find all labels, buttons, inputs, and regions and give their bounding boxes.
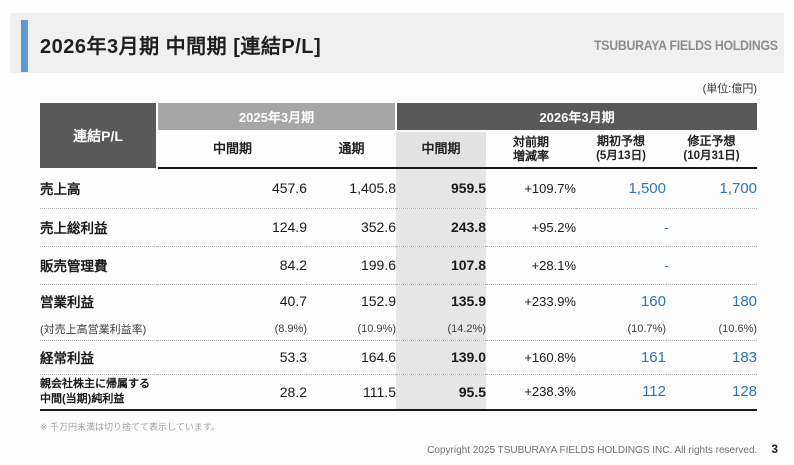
cell-forecast-dash: - [576,246,758,285]
row-operating-margin: (対売上高営業利益率) (8.9%) (10.9%) (14.2%) (10.7… [40,318,758,341]
row-ordinary-profit: 経常利益 53.3 164.6 139.0 +160.8% 161 183 [40,340,758,375]
page-number: 3 [771,442,778,456]
cell-revised-forecast: (10.6%) [666,318,758,341]
cell-fy25-h1: 124.9 [157,208,307,247]
cell-fy25-h1: 53.3 [157,340,307,375]
column-header-row: 中間期 通期 中間期 対前期 増減率 期初予想 (5月13日) 修正予想 (10… [40,131,758,169]
col-header-fy2026-interim: 中間期 [396,131,486,169]
col-header-initial-forecast: 期初予想 (5月13日) [576,131,666,169]
cell-revised-forecast: 183 [666,340,758,375]
pl-table: 連結P/L 2025年3月期 2026年3月期 中間期 通期 中間期 対前期 増… [40,103,758,411]
cell-fy25-full: 199.6 [307,246,396,285]
cell-yoy: +160.8% [486,340,576,375]
cell-yoy: +233.9% [524,293,576,309]
cell-fy25-full: 111.5 [307,374,396,411]
col-header-initial-line2: (5月13日) [596,150,646,163]
cell-fy26-h1: 107.8 [396,246,486,285]
cell-yoy: +109.7% [486,168,576,209]
cell-fy25-full: (10.9%) [307,318,396,341]
row-label: 販売管理費 [40,246,157,285]
cell-fy26-h1: 139.0 [396,340,486,375]
footer-line: Copyright 2025 TSUBURAYA FIELDS HOLDINGS… [427,442,778,456]
cell-fy26-h1: 135.9 [396,284,486,318]
copyright-text: Copyright 2025 TSUBURAYA FIELDS HOLDINGS… [427,445,758,456]
row-label: 営業利益 [40,295,94,311]
col-header-fy2025-full: 通期 [307,131,396,169]
cell-fy26-h1: 95.5 [396,374,486,411]
row-label: (対売上高営業利益率) [40,318,157,341]
page-title: 2026年3月期 中間期 [連結P/L] [40,36,322,58]
cell-forecast-dash: - [576,208,758,247]
unit-note: (単位:億円) [702,83,757,95]
group-header-fy2026: 2026年3月期 [396,103,758,132]
cell-fy25-h1: 40.7 [279,293,307,310]
col-header-initial-line1: 期初予想 [596,134,645,149]
row-label: 経常利益 [40,340,157,375]
company-logo: TSUBURAYA FIELDS HOLDINGS [594,37,778,53]
col-header-yoy-line1: 対前期 [512,134,549,149]
group-header-row: 連結P/L 2025年3月期 2026年3月期 [40,103,758,168]
row-label: 親会社株主に帰属する 中間(当期)純利益 [40,374,157,411]
cell-yoy: +238.3% [486,374,576,411]
cell-initial-forecast: (10.7%) [576,318,666,341]
cell-fy26-h1: (14.2%) [396,318,486,341]
cell-fy26-h1: 959.5 [396,168,486,209]
col-header-revised-line2: (10月31日) [683,150,740,163]
col-header-yoy-line2: 増減率 [512,148,549,163]
col-header-fy2025-interim: 中間期 [157,131,307,169]
cell-initial-forecast: 1,500 [576,168,666,209]
corner-header: 連結P/L [40,103,158,168]
row-sga-expenses: 販売管理費 84.2 199.6 107.8 +28.1% - [40,246,758,285]
row-label-line2: 中間(当期)純利益 [40,392,125,405]
cell-initial-forecast: 160 [640,292,666,310]
cell-fy25-h1: (8.9%) [157,318,307,341]
title-band [10,13,784,73]
row-label: 売上高 [40,168,157,209]
cell-fy25-full: 152.9 [360,293,396,310]
cell-fy25-full: 164.6 [307,340,396,375]
cell-revised-forecast: 180 [732,292,758,310]
cell-yoy [486,318,576,341]
cell-fy25-h1: 28.2 [157,374,307,411]
row-net-income: 親会社株主に帰属する 中間(当期)純利益 28.2 111.5 95.5 +23… [40,374,758,411]
cell-initial-forecast: 112 [576,374,666,411]
cell-fy26-h1: 243.8 [396,208,486,247]
row-label: 売上総利益 [40,208,157,247]
cell-initial-forecast: 161 [576,340,666,375]
cell-fy25-full: 352.6 [307,208,396,247]
col-header-revised-forecast: 修正予想 (10月31日) [666,131,758,169]
row-gross-profit: 売上総利益 124.9 352.6 243.8 +95.2% - [40,208,758,247]
footnote: ※ 千万円未満は切り捨てて表示しています。 [40,422,220,432]
cell-yoy: +28.1% [486,246,576,285]
cell-fy25-h1: 84.2 [157,246,307,285]
cell-revised-forecast: 1,700 [666,168,758,209]
row-operating-profit: 営業利益 40.7 152.9 135.9 +233.9% 160 180 [40,284,757,318]
cell-yoy: +95.2% [486,208,576,247]
cell-fy25-h1: 457.6 [157,168,307,209]
row-net-sales: 売上高 457.6 1,405.8 959.5 +109.7% 1,500 1,… [40,168,758,209]
col-header-revised-line1: 修正予想 [687,134,736,149]
cell-revised-forecast: 128 [666,374,758,411]
row-label-line1: 親会社株主に帰属する [40,378,150,391]
col-header-yoy: 対前期 増減率 [486,131,576,169]
cell-fy25-full: 1,405.8 [307,168,396,209]
group-header-fy2025: 2025年3月期 [157,103,397,132]
title-accent-bar [21,20,28,72]
